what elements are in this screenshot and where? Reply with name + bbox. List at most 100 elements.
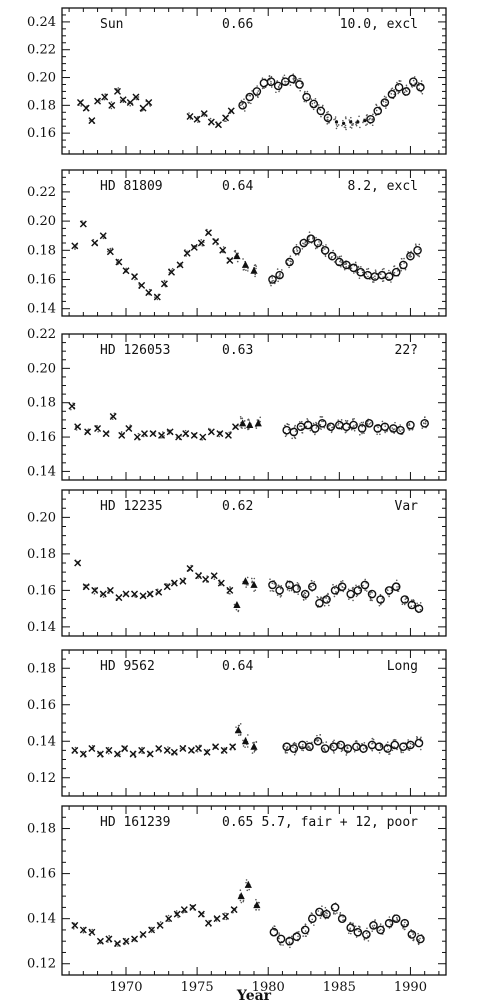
observation-dot — [295, 244, 298, 246]
observation-dot — [243, 268, 245, 271]
observation-dot — [303, 592, 306, 594]
data-point-circle — [315, 598, 324, 608]
data-point-triangle — [241, 577, 250, 585]
series-o-points — [268, 578, 424, 614]
observation-dot — [382, 929, 384, 932]
observation-dot — [323, 747, 326, 749]
observation-dot — [255, 265, 258, 267]
data-point-circle — [269, 927, 279, 937]
data-point-x — [113, 750, 121, 758]
data-point-circle — [313, 238, 323, 248]
data-point-x — [165, 915, 173, 923]
observation-dot — [149, 105, 152, 107]
series-x-points — [71, 220, 234, 301]
data-point-circle — [252, 87, 262, 96]
observation-dot — [374, 277, 376, 280]
data-point-x — [74, 559, 82, 567]
observation-dot — [358, 115, 360, 118]
observation-dot — [254, 275, 256, 278]
observation-dot — [340, 419, 343, 421]
data-point-circle — [384, 586, 394, 595]
observation-dot — [332, 912, 335, 915]
observation-dot — [93, 593, 96, 595]
observation-dot — [405, 84, 408, 87]
observation-dot — [376, 433, 378, 435]
observation-dot — [369, 597, 372, 600]
data-point-circle — [353, 927, 363, 937]
observation-dot — [399, 80, 402, 82]
observation-dot — [353, 425, 355, 427]
observation-dot — [228, 431, 230, 434]
observation-dot — [111, 418, 114, 420]
observation-dot — [319, 427, 321, 429]
observation-dot — [335, 590, 337, 593]
observation-dot — [321, 905, 323, 907]
observation-dot — [247, 267, 249, 270]
observation-dot — [340, 750, 343, 753]
observation-dot — [348, 932, 350, 935]
data-point-triangle — [250, 266, 258, 274]
x-tick-label: 1985 — [323, 980, 356, 995]
observation-dot — [326, 116, 329, 119]
data-point-circle — [245, 92, 255, 102]
observation-dot — [375, 109, 378, 112]
data-point-x — [182, 430, 190, 438]
y-tick-label: 0.16 — [27, 430, 56, 445]
data-point-x — [195, 745, 203, 753]
data-point-x — [138, 746, 146, 754]
observation-dot — [419, 602, 422, 604]
observation-dot — [294, 430, 297, 432]
observation-dot — [368, 423, 371, 425]
x-axis-title: Year — [236, 988, 272, 1002]
data-point-x — [145, 289, 153, 297]
observation-dot — [107, 589, 109, 591]
observation-dot — [300, 82, 303, 85]
data-point-x — [222, 114, 230, 122]
data-point-x — [76, 99, 84, 107]
observation-dot — [286, 746, 289, 748]
observation-dot — [312, 584, 314, 587]
y-tick-label: 0.18 — [27, 243, 56, 258]
observation-dot — [403, 924, 406, 926]
observation-dot — [333, 595, 336, 598]
observation-dot — [417, 943, 420, 946]
observation-dot — [239, 723, 242, 725]
observation-dot — [213, 578, 216, 581]
observation-dot — [381, 268, 384, 271]
series-o-points — [268, 231, 422, 287]
observation-dot — [186, 250, 188, 252]
data-point-circle — [373, 106, 383, 116]
observation-dot — [362, 748, 365, 750]
observation-dot — [72, 928, 75, 930]
data-point-circle — [359, 744, 368, 753]
data-point-x — [189, 903, 197, 911]
observation-dot — [91, 928, 94, 931]
observation-dot — [215, 920, 218, 922]
data-point-circle — [306, 234, 316, 243]
series-x-points — [74, 559, 234, 602]
data-point-x — [113, 939, 121, 947]
observation-dot — [361, 425, 364, 428]
observation-dot — [361, 432, 363, 435]
y-tick-label: 0.18 — [27, 396, 56, 411]
observation-dot — [324, 255, 327, 258]
observation-dot — [325, 244, 327, 246]
observation-dot — [286, 751, 288, 754]
observation-dot — [313, 924, 315, 926]
observation-dot — [326, 600, 329, 603]
data-point-circle — [416, 934, 425, 944]
data-point-circle — [391, 914, 401, 923]
observation-dot — [314, 98, 317, 100]
observation-dot — [371, 591, 373, 594]
observation-dot — [390, 88, 393, 90]
observation-dot — [272, 590, 275, 592]
data-point-x — [108, 101, 116, 109]
observation-dot — [319, 416, 322, 418]
observation-dot — [188, 112, 190, 114]
observation-dot — [82, 750, 84, 753]
observation-dot — [341, 749, 344, 752]
observation-dot — [337, 745, 340, 747]
observation-dot — [384, 425, 387, 427]
data-point-circle — [360, 580, 370, 590]
